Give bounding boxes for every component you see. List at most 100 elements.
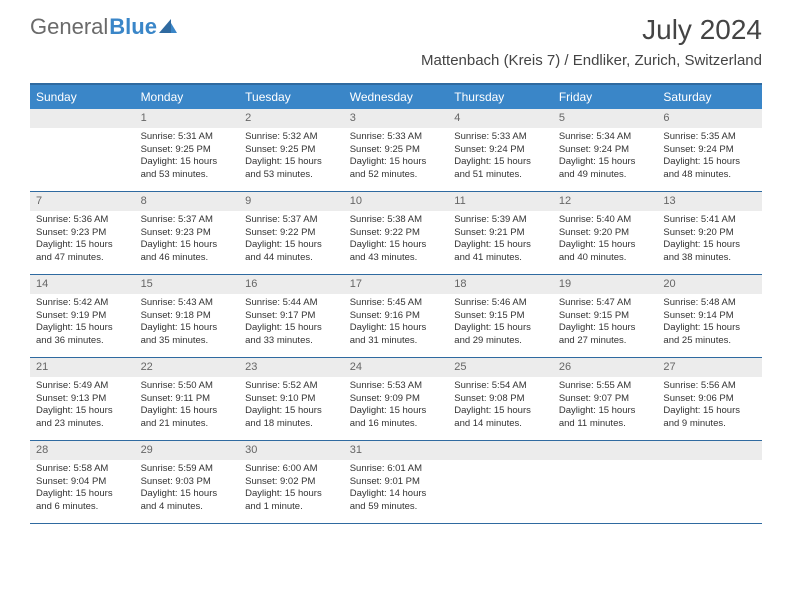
sunset-line: Sunset: 9:22 PM xyxy=(245,227,338,240)
day-number: 30 xyxy=(239,441,344,460)
daylight-line: Daylight: 15 hours and 6 minutes. xyxy=(36,488,129,514)
cell-body: Sunrise: 5:56 AMSunset: 9:06 PMDaylight:… xyxy=(657,377,762,435)
cell-body: Sunrise: 5:34 AMSunset: 9:24 PMDaylight:… xyxy=(553,128,658,186)
week-row: 14Sunrise: 5:42 AMSunset: 9:19 PMDayligh… xyxy=(30,275,762,358)
sunrise-line: Sunrise: 5:36 AM xyxy=(36,214,129,227)
day-number xyxy=(553,441,658,460)
sunset-line: Sunset: 9:06 PM xyxy=(663,393,756,406)
sunset-line: Sunset: 9:25 PM xyxy=(350,144,443,157)
calendar-cell: 25Sunrise: 5:54 AMSunset: 9:08 PMDayligh… xyxy=(448,358,553,440)
sunset-line: Sunset: 9:24 PM xyxy=(663,144,756,157)
cell-body: Sunrise: 5:52 AMSunset: 9:10 PMDaylight:… xyxy=(239,377,344,435)
day-number: 5 xyxy=(553,109,658,128)
sunrise-line: Sunrise: 5:31 AM xyxy=(141,131,234,144)
sunrise-line: Sunrise: 5:41 AM xyxy=(663,214,756,227)
cell-body: Sunrise: 5:44 AMSunset: 9:17 PMDaylight:… xyxy=(239,294,344,352)
week-row: 28Sunrise: 5:58 AMSunset: 9:04 PMDayligh… xyxy=(30,441,762,524)
cell-body: Sunrise: 5:47 AMSunset: 9:15 PMDaylight:… xyxy=(553,294,658,352)
sunset-line: Sunset: 9:24 PM xyxy=(559,144,652,157)
sunrise-line: Sunrise: 6:01 AM xyxy=(350,463,443,476)
cell-body: Sunrise: 5:36 AMSunset: 9:23 PMDaylight:… xyxy=(30,211,135,269)
day-number: 14 xyxy=(30,275,135,294)
daylight-line: Daylight: 15 hours and 47 minutes. xyxy=(36,239,129,265)
daylight-line: Daylight: 14 hours and 59 minutes. xyxy=(350,488,443,514)
day-number: 29 xyxy=(135,441,240,460)
cell-body: Sunrise: 5:50 AMSunset: 9:11 PMDaylight:… xyxy=(135,377,240,435)
sunrise-line: Sunrise: 5:35 AM xyxy=(663,131,756,144)
day-header-cell: Friday xyxy=(553,85,658,109)
sunset-line: Sunset: 9:01 PM xyxy=(350,476,443,489)
brand-part1: General xyxy=(30,14,108,40)
calendar-cell: 7Sunrise: 5:36 AMSunset: 9:23 PMDaylight… xyxy=(30,192,135,274)
calendar-cell: 22Sunrise: 5:50 AMSunset: 9:11 PMDayligh… xyxy=(135,358,240,440)
daylight-line: Daylight: 15 hours and 41 minutes. xyxy=(454,239,547,265)
calendar-cell: 1Sunrise: 5:31 AMSunset: 9:25 PMDaylight… xyxy=(135,109,240,191)
daylight-line: Daylight: 15 hours and 52 minutes. xyxy=(350,156,443,182)
calendar-cell: 12Sunrise: 5:40 AMSunset: 9:20 PMDayligh… xyxy=(553,192,658,274)
cell-body: Sunrise: 5:31 AMSunset: 9:25 PMDaylight:… xyxy=(135,128,240,186)
day-header-cell: Saturday xyxy=(657,85,762,109)
month-title: July 2024 xyxy=(421,14,762,46)
calendar-cell: 5Sunrise: 5:34 AMSunset: 9:24 PMDaylight… xyxy=(553,109,658,191)
day-number: 20 xyxy=(657,275,762,294)
sunrise-line: Sunrise: 5:43 AM xyxy=(141,297,234,310)
sunrise-line: Sunrise: 5:39 AM xyxy=(454,214,547,227)
sunrise-line: Sunrise: 5:33 AM xyxy=(454,131,547,144)
sunset-line: Sunset: 9:13 PM xyxy=(36,393,129,406)
sunset-line: Sunset: 9:19 PM xyxy=(36,310,129,323)
day-header-cell: Monday xyxy=(135,85,240,109)
calendar-cell: 8Sunrise: 5:37 AMSunset: 9:23 PMDaylight… xyxy=(135,192,240,274)
sunset-line: Sunset: 9:15 PM xyxy=(454,310,547,323)
day-number: 12 xyxy=(553,192,658,211)
cell-body: Sunrise: 5:40 AMSunset: 9:20 PMDaylight:… xyxy=(553,211,658,269)
day-number xyxy=(657,441,762,460)
daylight-line: Daylight: 15 hours and 35 minutes. xyxy=(141,322,234,348)
cell-body: Sunrise: 5:55 AMSunset: 9:07 PMDaylight:… xyxy=(553,377,658,435)
calendar-cell: 29Sunrise: 5:59 AMSunset: 9:03 PMDayligh… xyxy=(135,441,240,523)
daylight-line: Daylight: 15 hours and 14 minutes. xyxy=(454,405,547,431)
sunrise-line: Sunrise: 5:45 AM xyxy=(350,297,443,310)
cell-body: Sunrise: 5:48 AMSunset: 9:14 PMDaylight:… xyxy=(657,294,762,352)
day-number: 22 xyxy=(135,358,240,377)
daylight-line: Daylight: 15 hours and 16 minutes. xyxy=(350,405,443,431)
sunrise-line: Sunrise: 5:37 AM xyxy=(141,214,234,227)
calendar: SundayMondayTuesdayWednesdayThursdayFrid… xyxy=(30,83,762,524)
sail-icon xyxy=(159,19,177,35)
daylight-line: Daylight: 15 hours and 43 minutes. xyxy=(350,239,443,265)
brand-part2-text: Blue xyxy=(109,14,157,40)
sunrise-line: Sunrise: 5:48 AM xyxy=(663,297,756,310)
daylight-line: Daylight: 15 hours and 40 minutes. xyxy=(559,239,652,265)
daylight-line: Daylight: 15 hours and 4 minutes. xyxy=(141,488,234,514)
sunrise-line: Sunrise: 5:58 AM xyxy=(36,463,129,476)
calendar-cell xyxy=(553,441,658,523)
sunrise-line: Sunrise: 5:53 AM xyxy=(350,380,443,393)
daylight-line: Daylight: 15 hours and 44 minutes. xyxy=(245,239,338,265)
cell-body: Sunrise: 5:42 AMSunset: 9:19 PMDaylight:… xyxy=(30,294,135,352)
sunrise-line: Sunrise: 5:56 AM xyxy=(663,380,756,393)
day-number: 13 xyxy=(657,192,762,211)
sunrise-line: Sunrise: 5:44 AM xyxy=(245,297,338,310)
sunset-line: Sunset: 9:23 PM xyxy=(141,227,234,240)
calendar-cell: 24Sunrise: 5:53 AMSunset: 9:09 PMDayligh… xyxy=(344,358,449,440)
calendar-cell xyxy=(30,109,135,191)
day-number: 6 xyxy=(657,109,762,128)
day-header-cell: Wednesday xyxy=(344,85,449,109)
calendar-cell: 13Sunrise: 5:41 AMSunset: 9:20 PMDayligh… xyxy=(657,192,762,274)
day-number xyxy=(448,441,553,460)
calendar-cell: 31Sunrise: 6:01 AMSunset: 9:01 PMDayligh… xyxy=(344,441,449,523)
cell-body: Sunrise: 6:00 AMSunset: 9:02 PMDaylight:… xyxy=(239,460,344,518)
daylight-line: Daylight: 15 hours and 38 minutes. xyxy=(663,239,756,265)
sunset-line: Sunset: 9:22 PM xyxy=(350,227,443,240)
sunset-line: Sunset: 9:10 PM xyxy=(245,393,338,406)
day-number xyxy=(30,109,135,128)
day-header-cell: Sunday xyxy=(30,85,135,109)
sunrise-line: Sunrise: 5:37 AM xyxy=(245,214,338,227)
calendar-cell: 23Sunrise: 5:52 AMSunset: 9:10 PMDayligh… xyxy=(239,358,344,440)
calendar-cell: 28Sunrise: 5:58 AMSunset: 9:04 PMDayligh… xyxy=(30,441,135,523)
sunrise-line: Sunrise: 5:59 AM xyxy=(141,463,234,476)
cell-body: Sunrise: 6:01 AMSunset: 9:01 PMDaylight:… xyxy=(344,460,449,518)
calendar-cell: 2Sunrise: 5:32 AMSunset: 9:25 PMDaylight… xyxy=(239,109,344,191)
week-row: 7Sunrise: 5:36 AMSunset: 9:23 PMDaylight… xyxy=(30,192,762,275)
daylight-line: Daylight: 15 hours and 31 minutes. xyxy=(350,322,443,348)
cell-body: Sunrise: 5:33 AMSunset: 9:24 PMDaylight:… xyxy=(448,128,553,186)
